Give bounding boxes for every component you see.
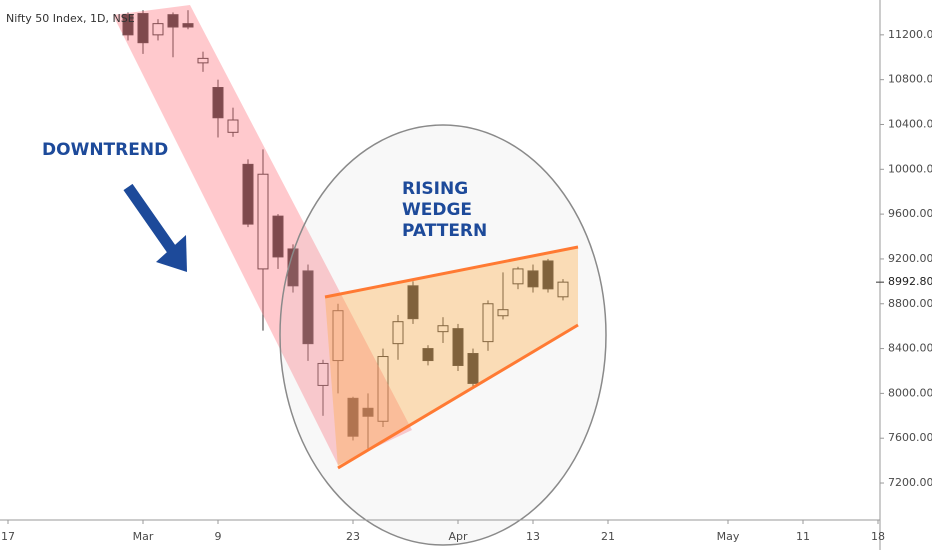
candle-body bbox=[482, 303, 494, 343]
candle-body bbox=[182, 23, 194, 28]
downtrend-label: DOWNTREND bbox=[42, 140, 168, 160]
x-tick-label: 17 bbox=[1, 530, 15, 543]
candle-body bbox=[557, 281, 569, 298]
y-tick-label: 9200.00 bbox=[888, 252, 932, 265]
candle-body bbox=[362, 407, 374, 417]
pattern-circle bbox=[279, 124, 607, 546]
candle-body bbox=[302, 270, 314, 345]
y-tick-label: 8400.00 bbox=[888, 342, 932, 355]
y-tick-label: 11200.00 bbox=[888, 28, 932, 41]
candle-body bbox=[407, 285, 419, 320]
x-tick-label: 23 bbox=[346, 530, 360, 543]
y-tick-label: 9600.00 bbox=[888, 207, 932, 220]
x-tick-label: 13 bbox=[526, 530, 540, 543]
candle-body bbox=[212, 87, 224, 119]
candle-body bbox=[167, 14, 179, 28]
candle-body bbox=[332, 310, 344, 362]
candle-body bbox=[377, 356, 389, 422]
candle-body bbox=[452, 328, 464, 366]
y-tick-label: 10400.00 bbox=[888, 117, 932, 130]
candle-body bbox=[152, 23, 164, 36]
x-tick-label: May bbox=[717, 530, 740, 543]
candle-body bbox=[272, 215, 284, 258]
y-tick-label: 10800.00 bbox=[888, 73, 932, 86]
wedge-lower bbox=[337, 323, 579, 470]
candle-body bbox=[347, 397, 359, 437]
candle-body bbox=[317, 362, 329, 386]
candle-body bbox=[227, 119, 239, 133]
candles bbox=[122, 10, 569, 450]
arrow-shaft bbox=[123, 183, 177, 254]
candle-body bbox=[392, 321, 404, 345]
candle-body bbox=[542, 260, 554, 290]
wedge-upper bbox=[324, 245, 579, 299]
candle-body bbox=[197, 57, 209, 64]
wedge-label: PATTERN bbox=[402, 221, 487, 241]
x-tick-label: 9 bbox=[214, 530, 221, 543]
y-tick-label: 8800.00 bbox=[888, 297, 932, 310]
candle-body bbox=[137, 13, 149, 44]
y-tick-label: 7200.00 bbox=[888, 476, 932, 489]
candle-body bbox=[257, 173, 269, 270]
candle-body bbox=[467, 353, 479, 384]
candle-body bbox=[122, 14, 134, 36]
x-tick-label: Mar bbox=[133, 530, 154, 543]
candle-body bbox=[422, 348, 434, 362]
y-tick-label: 8000.00 bbox=[888, 386, 932, 399]
candle-body bbox=[512, 268, 524, 285]
wedge-label: RISING bbox=[402, 179, 468, 199]
x-tick-label: 11 bbox=[796, 530, 810, 543]
y-tick-label: 10000.00 bbox=[888, 162, 932, 175]
candle-body bbox=[242, 163, 254, 225]
arrow-head bbox=[156, 235, 187, 272]
candle-body bbox=[437, 325, 449, 333]
x-tick-label: Apr bbox=[448, 530, 468, 543]
y-tick-label: 7600.00 bbox=[888, 431, 932, 444]
wedge-fill bbox=[325, 247, 578, 468]
chart-title: Nifty 50 Index, 1D, NSE bbox=[6, 12, 135, 25]
candle-body bbox=[527, 270, 539, 288]
last-price-label: 8992.80 bbox=[888, 275, 932, 288]
wedge-label: WEDGE bbox=[402, 200, 472, 220]
x-tick-label: 21 bbox=[601, 530, 615, 543]
x-tick-label: 18 bbox=[871, 530, 885, 543]
candle-body bbox=[497, 309, 509, 317]
downtrend-channel bbox=[113, 5, 412, 465]
